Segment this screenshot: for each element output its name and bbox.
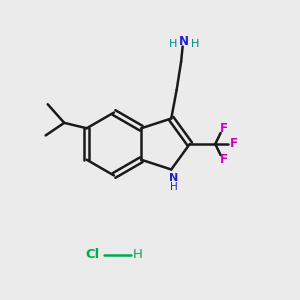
Text: H: H bbox=[191, 39, 200, 49]
Text: N: N bbox=[169, 173, 178, 183]
Text: H: H bbox=[170, 182, 178, 192]
Text: F: F bbox=[230, 137, 238, 151]
Text: N: N bbox=[179, 34, 189, 48]
Text: F: F bbox=[220, 153, 228, 166]
Text: H: H bbox=[133, 248, 143, 262]
Text: Cl: Cl bbox=[86, 248, 100, 262]
Text: H: H bbox=[169, 39, 177, 49]
Text: F: F bbox=[220, 122, 228, 135]
